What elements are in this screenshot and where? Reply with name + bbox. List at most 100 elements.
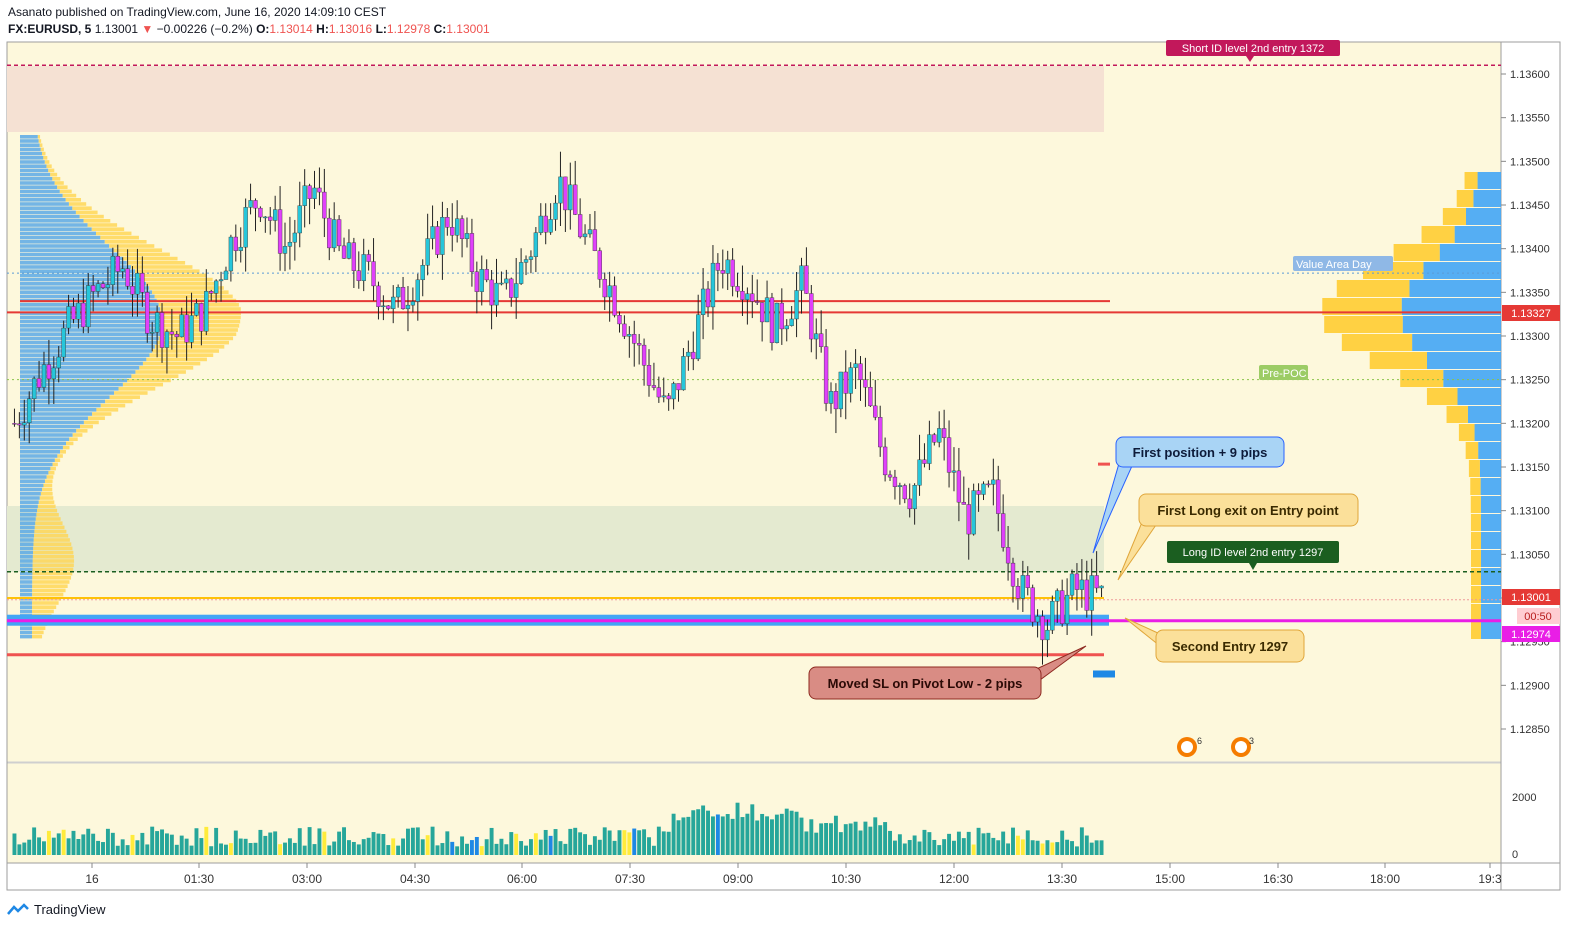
candle-body xyxy=(720,270,725,274)
volume-bar xyxy=(1025,830,1030,855)
volume-bar xyxy=(779,813,784,855)
volume-bar xyxy=(735,802,740,855)
candle-body xyxy=(430,226,435,239)
candle-body xyxy=(897,485,903,487)
profile-bar-yellow xyxy=(122,382,164,387)
short-id-text: Short ID level 2nd entry 1372 xyxy=(1182,43,1324,55)
volume-bar xyxy=(420,839,425,855)
profile-bar-yellow xyxy=(1446,406,1468,423)
pre-poc-tag[interactable]: Pre-POC xyxy=(1259,365,1308,380)
profile-bar-blue xyxy=(20,445,63,450)
volume-bar xyxy=(489,827,494,855)
candle-body xyxy=(991,479,996,485)
profile-bar-blue xyxy=(20,416,88,420)
profile-bar-yellow xyxy=(95,231,132,236)
profile-bar-blue xyxy=(20,429,77,433)
profile-bar-blue xyxy=(20,265,132,269)
first-position-callout[interactable]: First position + 9 pips xyxy=(1092,436,1285,554)
volume-bar xyxy=(794,811,799,855)
long-id-flag[interactable]: Long ID level 2nd entry 1297 xyxy=(1167,541,1339,570)
candle-body xyxy=(937,428,942,443)
candle-body xyxy=(145,292,150,334)
candle-body xyxy=(814,333,819,340)
candle-body xyxy=(700,288,706,315)
profile-bar-blue xyxy=(20,563,33,567)
volume-bar xyxy=(927,832,932,855)
candle-body xyxy=(946,437,952,473)
profile-bar-yellow xyxy=(32,588,66,593)
volume-bar xyxy=(578,832,583,855)
candle-body xyxy=(499,282,504,285)
candle-body xyxy=(632,334,637,344)
volume-bar xyxy=(1084,835,1089,855)
flag-us-icon[interactable]: 3 xyxy=(1231,736,1254,757)
candle-body xyxy=(86,285,91,328)
candle-body xyxy=(1074,573,1080,590)
value-area-tag[interactable]: Value Area Day xyxy=(1293,256,1393,271)
profile-bar-blue xyxy=(20,391,115,395)
candle-body xyxy=(76,302,81,320)
time-axis[interactable]: 16 01:30 03:00 04:30 06:00 07:30 09:00 10:30 12:… xyxy=(85,863,1502,886)
volume-bar xyxy=(391,838,396,855)
candle-body xyxy=(110,256,115,285)
candle-body xyxy=(376,285,381,307)
profile-bar-yellow xyxy=(1341,334,1413,351)
symbol-name[interactable]: FX:EURUSD, 5 xyxy=(8,22,92,36)
volume-bar xyxy=(430,826,435,855)
first-long-exit-callout[interactable]: First Long exit on Entry point xyxy=(1117,493,1359,581)
pre-poc-text: Pre-POC xyxy=(1262,368,1307,380)
profile-bar-blue xyxy=(20,508,38,513)
volume-bar xyxy=(651,845,656,855)
volume-bar xyxy=(337,831,342,855)
profile-bar-blue xyxy=(20,466,51,471)
profile-bar-yellow xyxy=(54,181,64,185)
profile-bar-blue xyxy=(20,382,123,387)
profile-bar-yellow xyxy=(118,252,170,257)
current-price-label: 1.13001 xyxy=(1502,589,1560,605)
volume-bar xyxy=(519,841,524,855)
profile-bar-yellow xyxy=(65,441,74,446)
candle-body xyxy=(184,314,189,343)
candle-body xyxy=(332,219,337,249)
candle-body xyxy=(27,398,32,423)
profile-bar-blue xyxy=(1465,208,1501,225)
price-axis[interactable]: 1.13600 1.13550 1.13500 1.13450 1.13400 1.133… xyxy=(1501,69,1550,861)
moved-sl-callout[interactable]: Moved SL on Pivot Low - 2 pips xyxy=(808,645,1087,700)
flag-us-icon[interactable]: 6 xyxy=(1177,736,1202,757)
candle-body xyxy=(764,297,770,323)
price-chart[interactable]: 1.13600 1.13550 1.13500 1.13450 1.13400 1.133… xyxy=(0,0,1570,900)
close-label: C: xyxy=(433,22,447,36)
profile-bar-blue xyxy=(20,576,33,580)
candle-body xyxy=(661,395,666,398)
profile-bar-yellow xyxy=(75,210,98,215)
profile-bar-blue xyxy=(20,546,34,551)
profile-bar-yellow xyxy=(32,634,43,639)
volume-bar xyxy=(445,831,450,855)
profile-bar-yellow xyxy=(35,521,63,525)
down-arrow-icon: ▼ xyxy=(141,22,154,36)
profile-bar-blue xyxy=(20,588,33,593)
short-id-flag[interactable]: Short ID level 2nd entry 1372 xyxy=(1166,40,1340,62)
candle-body xyxy=(735,286,740,292)
profile-bar-yellow xyxy=(160,328,238,332)
volume-bar xyxy=(1001,831,1006,855)
volume-bar xyxy=(907,840,912,855)
volume-bar xyxy=(494,843,499,855)
candle-body xyxy=(450,227,455,236)
profile-bar-blue xyxy=(20,357,147,362)
profile-bar-blue xyxy=(1480,550,1501,567)
volume-bar xyxy=(696,809,701,855)
profile-bar-yellow xyxy=(142,277,213,282)
profile-bar-blue xyxy=(20,492,41,496)
profile-bar-yellow xyxy=(72,433,83,437)
tradingview-logo[interactable]: TradingView xyxy=(6,902,106,917)
profile-bar-yellow xyxy=(149,286,224,290)
profile-bar-blue xyxy=(20,412,93,416)
second-entry-callout[interactable]: Second Entry 1297 xyxy=(1124,617,1305,663)
profile-bar-yellow xyxy=(35,517,61,521)
candle-body xyxy=(863,379,868,388)
candle-body xyxy=(548,219,553,233)
volume-bar xyxy=(848,823,853,855)
profile-bar-yellow xyxy=(131,374,179,378)
volume-bar xyxy=(460,836,465,855)
